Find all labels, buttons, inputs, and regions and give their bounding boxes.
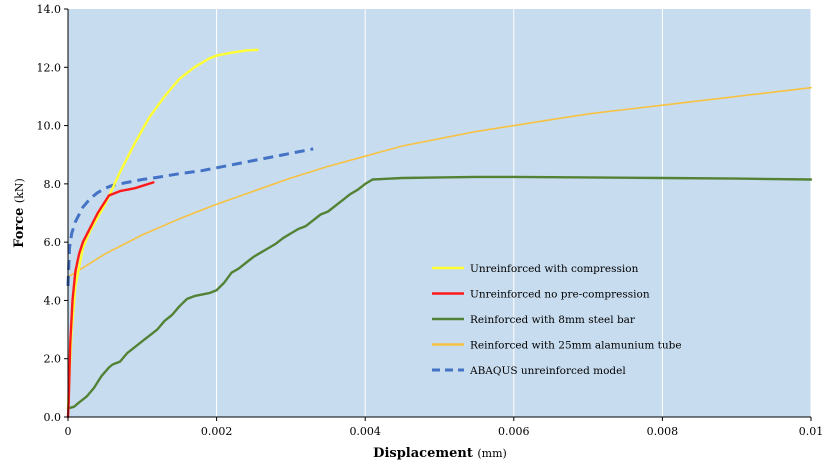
- y-tick-label: 10.0: [37, 120, 62, 133]
- x-tick-label: 0.008: [647, 425, 679, 438]
- x-axis-unit: (mm): [477, 447, 506, 460]
- x-axis-title: Displacement (mm): [373, 446, 507, 461]
- series-line-4: [66, 147, 314, 286]
- legend-label-2: Reinforced with 8mm steel bar: [470, 314, 636, 326]
- series-layer: [66, 48, 813, 419]
- series-line-1: [66, 181, 155, 419]
- y-tick-label: 12.0: [37, 61, 62, 74]
- legend: Unreinforced with compression Unreinforce…: [432, 263, 682, 377]
- series-line-0: [66, 48, 259, 410]
- series-line-3: [67, 86, 812, 278]
- y-ticks: 0.0 2.0 4.0 6.0 8.0 10.0 12.0 14.0: [37, 3, 68, 424]
- legend-label-1: Unreinforced no pre-compression: [470, 289, 650, 301]
- y-tick-label: 6.0: [44, 236, 62, 249]
- x-tick-label: 0.002: [201, 425, 233, 438]
- series-line-2: [66, 175, 813, 410]
- x-tick-label: 0.01: [799, 425, 822, 438]
- y-tick-label: 8.0: [44, 178, 62, 191]
- x-ticks: 0 0.002 0.004 0.006 0.008 0.01: [65, 417, 822, 438]
- legend-label-0: Unreinforced with compression: [470, 263, 639, 275]
- x-tick-label: 0.006: [498, 425, 530, 438]
- y-axis-label: Force: [12, 208, 27, 248]
- plot-area: [68, 9, 811, 417]
- x-axis-label: Displacement: [373, 446, 473, 461]
- y-tick-label: 2.0: [44, 353, 62, 366]
- x-tick-label: 0: [65, 425, 72, 438]
- y-tick-label: 0.0: [44, 411, 62, 424]
- x-tick-label: 0.004: [349, 425, 381, 438]
- y-tick-label: 4.0: [44, 294, 62, 307]
- y-axis-title: Force (kN): [12, 178, 27, 248]
- y-axis-unit: (kN): [13, 178, 26, 203]
- y-tick-label: 14.0: [37, 3, 62, 16]
- legend-label-4: ABAQUS unreinforced model: [469, 365, 626, 377]
- legend-label-3: Reinforced with 25mm alamunium tube: [470, 340, 682, 352]
- grid-lines: [216, 9, 812, 417]
